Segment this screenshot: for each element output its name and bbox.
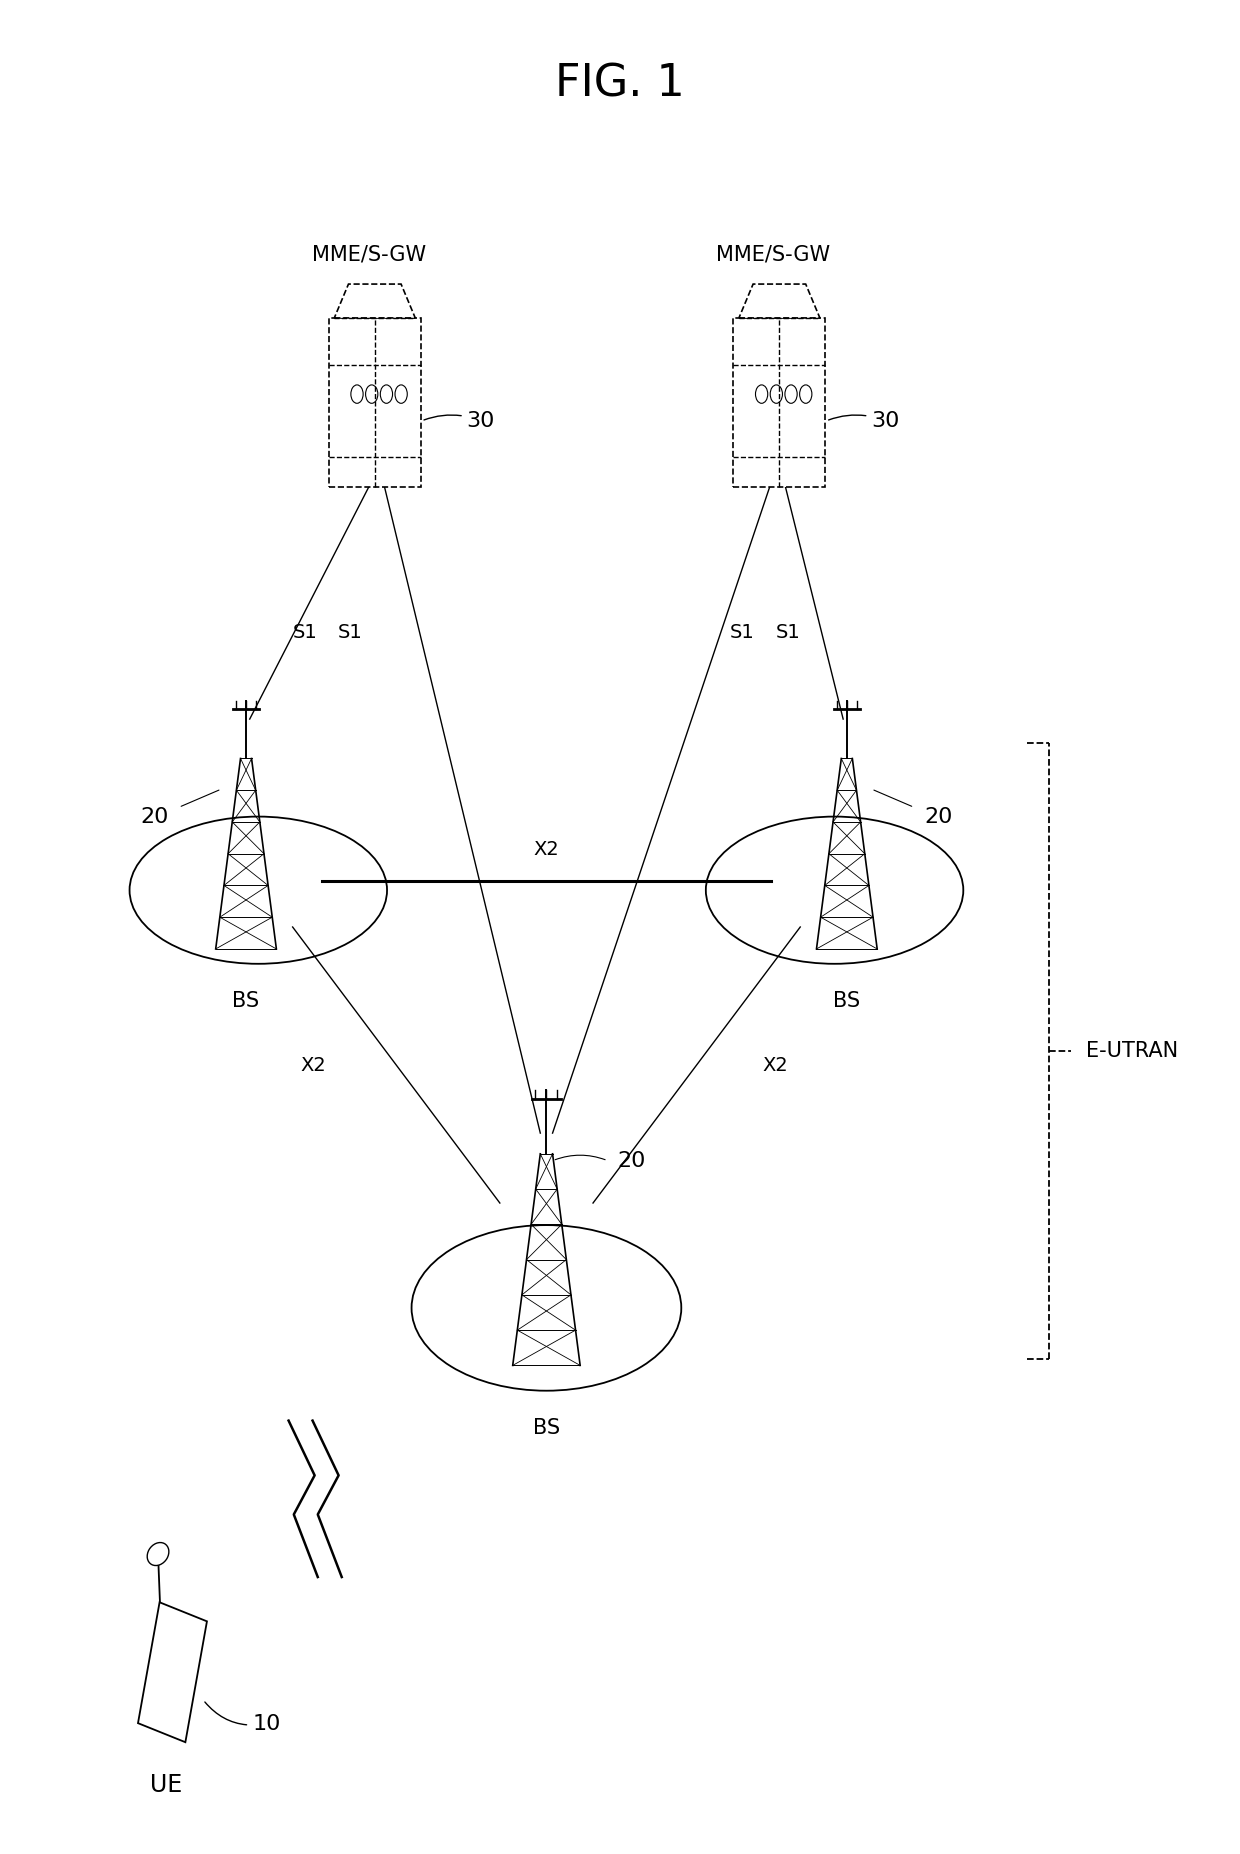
- Text: 30: 30: [828, 412, 900, 430]
- Polygon shape: [335, 284, 415, 317]
- Text: MME/S-GW: MME/S-GW: [717, 245, 831, 265]
- Text: X2: X2: [763, 1055, 789, 1075]
- Text: X2: X2: [300, 1055, 326, 1075]
- Text: BS: BS: [533, 1418, 560, 1439]
- Text: 30: 30: [424, 412, 495, 430]
- Text: S1: S1: [337, 623, 362, 641]
- Text: X2: X2: [533, 840, 559, 858]
- FancyBboxPatch shape: [733, 317, 826, 488]
- Text: FIG. 1: FIG. 1: [556, 63, 684, 106]
- Text: S1: S1: [730, 623, 755, 641]
- Text: E-UTRAN: E-UTRAN: [1086, 1042, 1178, 1060]
- Text: 20: 20: [140, 806, 169, 827]
- Ellipse shape: [148, 1543, 169, 1565]
- Polygon shape: [138, 1602, 207, 1743]
- Text: BS: BS: [833, 992, 861, 1012]
- FancyBboxPatch shape: [329, 317, 420, 488]
- Ellipse shape: [412, 1225, 681, 1390]
- Text: S1: S1: [293, 623, 317, 641]
- Text: 20: 20: [925, 806, 954, 827]
- Text: MME/S-GW: MME/S-GW: [311, 245, 425, 265]
- Text: S1: S1: [775, 623, 800, 641]
- Text: BS: BS: [232, 992, 259, 1012]
- Ellipse shape: [706, 816, 963, 964]
- Text: UE: UE: [150, 1774, 182, 1797]
- Text: 10: 10: [205, 1702, 280, 1733]
- Polygon shape: [739, 284, 820, 317]
- Ellipse shape: [129, 816, 387, 964]
- Text: 20: 20: [618, 1151, 646, 1170]
